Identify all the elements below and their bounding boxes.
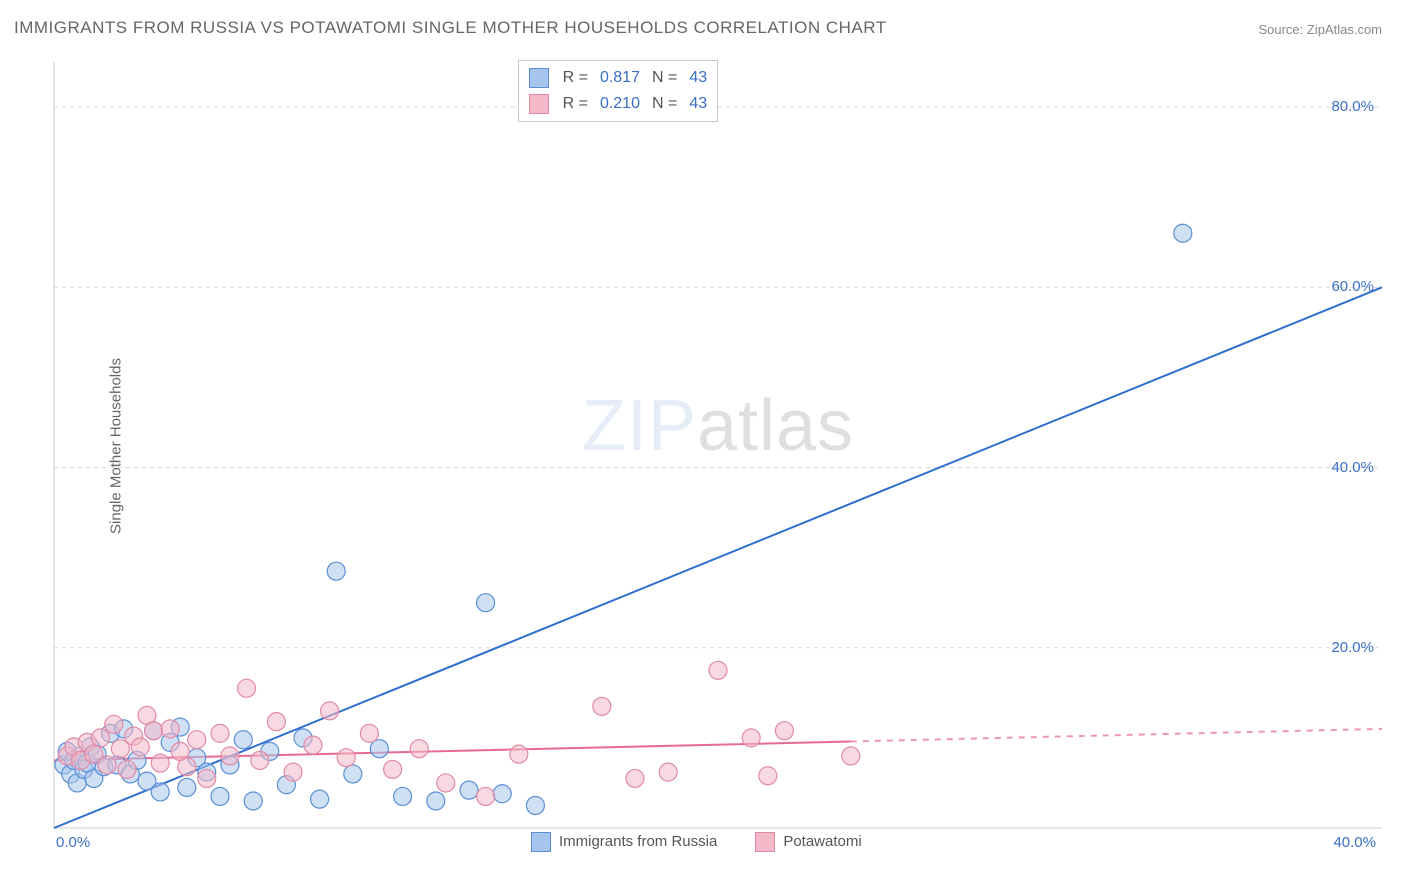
bottom-legend-item: Immigrants from Russia bbox=[531, 832, 717, 852]
scatter-point bbox=[626, 769, 644, 787]
scatter-point bbox=[221, 747, 239, 765]
legend-swatch bbox=[529, 68, 549, 88]
stat-legend-row: R = 0.817 N = 43 bbox=[529, 65, 708, 91]
stat-r-value: 0.817 bbox=[600, 65, 640, 91]
y-tick-label: 20.0% bbox=[1331, 639, 1374, 656]
scatter-point bbox=[337, 749, 355, 767]
bottom-legend-label: Immigrants from Russia bbox=[559, 833, 717, 850]
scatter-point bbox=[151, 754, 169, 772]
scatter-point bbox=[327, 562, 345, 580]
scatter-point bbox=[510, 745, 528, 763]
legend-swatch bbox=[755, 832, 775, 852]
scatter-point bbox=[321, 702, 339, 720]
scatter-point bbox=[238, 679, 256, 697]
scatter-point bbox=[593, 697, 611, 715]
bottom-legend: Immigrants from Russia Potawatomi bbox=[531, 832, 862, 852]
scatter-point bbox=[131, 738, 149, 756]
scatter-point bbox=[526, 796, 544, 814]
scatter-point bbox=[198, 769, 216, 787]
scatter-point bbox=[360, 724, 378, 742]
stat-r-value: 0.210 bbox=[600, 91, 640, 117]
stat-legend-row: R = 0.210 N = 43 bbox=[529, 91, 708, 117]
scatter-point bbox=[493, 785, 511, 803]
scatter-point bbox=[151, 783, 169, 801]
stat-legend: R = 0.817 N = 43 R = 0.210 N = 43 bbox=[518, 60, 719, 122]
scatter-point bbox=[211, 724, 229, 742]
scatter-point bbox=[775, 722, 793, 740]
scatter-point bbox=[370, 740, 388, 758]
scatter-point bbox=[842, 747, 860, 765]
scatter-point bbox=[410, 740, 428, 758]
x-origin-label: 0.0% bbox=[56, 834, 90, 851]
bottom-legend-label: Potawatomi bbox=[783, 833, 861, 850]
bottom-legend-item: Potawatomi bbox=[755, 832, 861, 852]
scatter-point bbox=[1174, 224, 1192, 242]
scatter-point bbox=[394, 787, 412, 805]
scatter-point bbox=[384, 760, 402, 778]
scatter-point bbox=[211, 787, 229, 805]
chart-title: IMMIGRANTS FROM RUSSIA VS POTAWATOMI SIN… bbox=[14, 18, 887, 38]
scatter-point bbox=[98, 756, 116, 774]
scatter-point bbox=[118, 760, 136, 778]
scatter-point bbox=[344, 765, 362, 783]
scatter-point bbox=[427, 792, 445, 810]
scatter-point bbox=[91, 729, 109, 747]
stat-n-value: 43 bbox=[689, 65, 707, 91]
y-tick-label: 60.0% bbox=[1331, 278, 1374, 295]
legend-swatch bbox=[529, 94, 549, 114]
scatter-point bbox=[178, 778, 196, 796]
scatter-point bbox=[759, 767, 777, 785]
scatter-point bbox=[477, 787, 495, 805]
y-tick-label: 40.0% bbox=[1331, 459, 1374, 476]
plot-svg bbox=[50, 58, 1386, 858]
source-label: Source: ZipAtlas.com bbox=[1258, 22, 1382, 37]
stat-r-label: R = bbox=[563, 91, 588, 117]
scatter-point bbox=[460, 781, 478, 799]
scatter-point bbox=[244, 792, 262, 810]
stat-n-label: N = bbox=[652, 65, 677, 91]
scatter-point bbox=[742, 729, 760, 747]
scatter-point bbox=[709, 661, 727, 679]
scatter-point bbox=[105, 715, 123, 733]
stat-n-value: 43 bbox=[689, 91, 707, 117]
y-tick-label: 80.0% bbox=[1331, 98, 1374, 115]
scatter-point bbox=[659, 763, 677, 781]
scatter-point bbox=[284, 763, 302, 781]
scatter-point bbox=[477, 594, 495, 612]
scatter-point bbox=[145, 722, 163, 740]
scatter-point bbox=[234, 731, 252, 749]
scatter-point bbox=[437, 774, 455, 792]
scatter-point bbox=[161, 720, 179, 738]
scatter-point bbox=[188, 731, 206, 749]
scatter-point bbox=[178, 758, 196, 776]
x-end-label: 40.0% bbox=[1333, 834, 1376, 851]
scatter-point bbox=[267, 713, 285, 731]
plot-area: ZIPatlas R =0.817N =43R =0.210N =43 Immi… bbox=[50, 58, 1386, 858]
scatter-point bbox=[251, 751, 269, 769]
stat-r-label: R = bbox=[563, 65, 588, 91]
legend-swatch bbox=[531, 832, 551, 852]
scatter-point bbox=[304, 736, 322, 754]
scatter-point bbox=[311, 790, 329, 808]
stat-n-label: N = bbox=[652, 91, 677, 117]
chart-container: IMMIGRANTS FROM RUSSIA VS POTAWATOMI SIN… bbox=[0, 0, 1406, 892]
